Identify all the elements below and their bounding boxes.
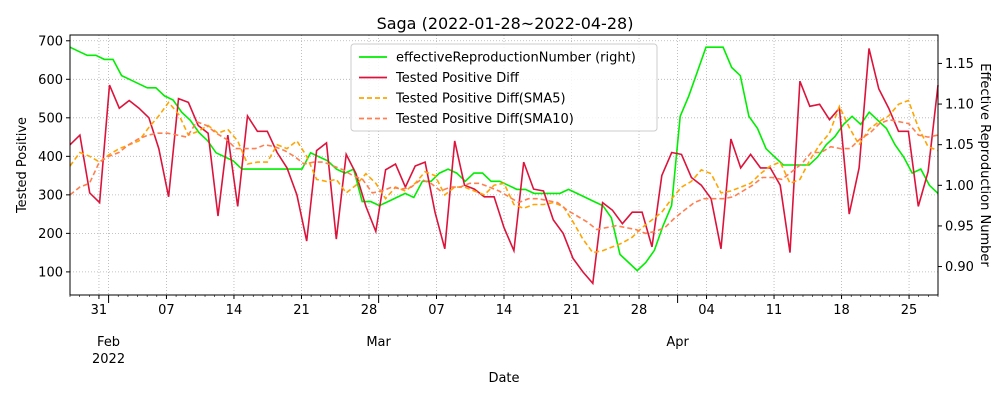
x-minor-tick-label: 07 [428,303,445,318]
y-left-tick-label: 600 [38,73,63,88]
x-minor-tick-label: 28 [361,303,378,318]
y-right-tick-label: 0.95 [945,219,974,234]
x-minor-tick-label: 14 [226,303,243,318]
y-right-tick-label: 1.15 [945,57,974,72]
y-axis-left-label: Tested Positive [15,117,30,214]
y-right-tick-label: 0.90 [945,260,974,275]
series-line-3 [69,118,939,235]
y-right-tick-label: 1.00 [945,179,974,194]
series-line-1 [69,48,939,286]
chart-title: Saga (2022-01-28~2022-04-28) [377,14,634,33]
y-left-tick-label: 400 [38,150,63,165]
x-major-tick-label: Apr [666,335,689,350]
x-major-tick-label: Feb [97,335,120,350]
y-left-tick-label: 100 [38,265,63,280]
x-minor-tick-label: 28 [631,303,648,318]
legend-label: Tested Positive Diff(SMA5) [395,92,566,107]
x-minor-tick-label: 21 [563,303,580,318]
x-major-tick-sublabel: 2022 [92,352,125,367]
legend-label: effectiveReproductionNumber (right) [396,51,636,66]
series-line-2 [69,99,939,254]
x-axis-label: Date [488,371,519,386]
x-minor-tick-label: 07 [158,303,175,318]
legend-label: Tested Positive Diff(SMA10) [395,112,574,127]
x-minor-tick-label: 21 [293,303,310,318]
series-layer [69,46,939,286]
grid [70,35,938,295]
legend-label: Tested Positive Diff [395,71,520,86]
legend-box [350,43,658,132]
y-right-tick-label: 1.10 [945,98,974,113]
y-left-tick-label: 500 [38,111,63,126]
y-left-tick-label: 700 [38,34,63,49]
legend: effectiveReproductionNumber (right) Teste… [350,43,658,132]
y-left-tick-label: 200 [38,227,63,242]
y-right-tick-label: 1.05 [945,138,974,153]
y-left-tick-label: 300 [38,188,63,203]
x-minor-tick-label: 14 [496,303,513,318]
x-minor-tick-label: 18 [833,303,850,318]
x-minor-tick-label: 31 [91,303,108,318]
y-axis-right-label: Effective Reproduction Number [977,63,992,267]
x-minor-tick-label: 04 [698,303,715,318]
x-minor-tick-label: 11 [766,303,783,318]
x-minor-tick-label: 25 [901,303,918,318]
axes: 100 200 300 400 500 600 700 0.90 0.95 1.00 1.05 1.1… [38,34,974,367]
x-major-tick-label: Mar [366,335,391,350]
